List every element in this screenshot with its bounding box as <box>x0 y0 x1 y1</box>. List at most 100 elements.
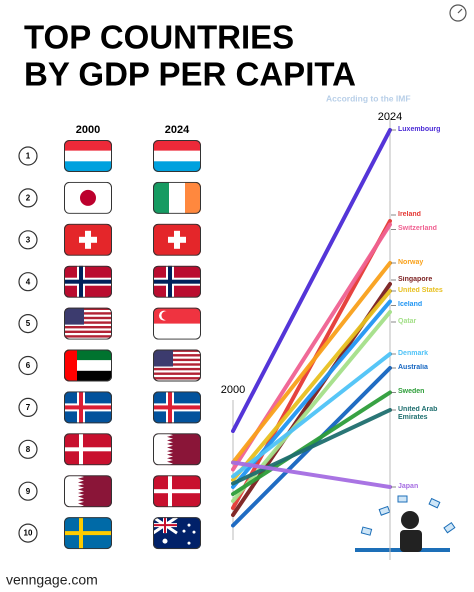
flag <box>153 475 201 508</box>
bill <box>397 495 408 503</box>
series-label-box: Sweden <box>398 388 424 395</box>
flag-part <box>80 189 96 206</box>
flag-part <box>153 150 201 162</box>
flag-part <box>192 530 196 534</box>
flag-part <box>153 181 170 214</box>
flag-part <box>64 330 112 333</box>
rank-number: 8 <box>26 445 31 454</box>
rank-number: 5 <box>26 319 31 328</box>
rank-number: 6 <box>26 361 31 370</box>
flag-part <box>64 360 112 371</box>
flag-border <box>153 391 201 424</box>
slope-line <box>231 460 392 489</box>
flag <box>64 517 112 550</box>
series-label: Ireland <box>398 210 421 218</box>
head <box>401 511 419 529</box>
flag-part <box>64 447 112 452</box>
flag-part <box>153 358 201 362</box>
flag-part <box>64 307 84 325</box>
flag-body <box>64 265 112 298</box>
flag <box>153 223 201 256</box>
bill <box>428 497 441 509</box>
flag-part <box>64 326 112 329</box>
flag <box>153 265 201 298</box>
flag-part <box>182 529 186 533</box>
clock-hand <box>457 8 463 14</box>
series-label-box: Iceland <box>398 301 423 308</box>
series-label: Switzerland <box>398 225 437 232</box>
column-header: 2024 <box>165 124 190 136</box>
bill <box>360 526 373 536</box>
flag-part <box>64 321 112 324</box>
rank-circle <box>18 314 38 334</box>
flag-part <box>153 140 201 151</box>
flag <box>64 349 112 382</box>
flag-part <box>64 335 112 338</box>
flag-border <box>153 433 201 466</box>
flag-border <box>64 307 112 340</box>
rank-circle <box>18 397 38 417</box>
flag-part <box>153 279 201 284</box>
flag-part <box>162 538 168 544</box>
flag-body <box>153 140 201 172</box>
series-label: United States <box>398 286 443 294</box>
flag-part <box>64 370 112 382</box>
flag-part <box>153 161 201 172</box>
flag-part <box>64 349 112 361</box>
flag <box>64 307 112 340</box>
flag-body <box>153 349 201 380</box>
flag-body <box>153 433 201 466</box>
flag <box>153 391 201 424</box>
flag-part <box>185 181 201 214</box>
flag-border <box>153 307 201 340</box>
title-line-1: TOP COUNTRIES <box>24 19 294 56</box>
flag <box>64 391 112 424</box>
flag <box>153 433 201 466</box>
flag-border <box>153 517 201 550</box>
flag-body <box>153 223 201 256</box>
bill <box>378 505 391 516</box>
slope-line <box>231 128 392 433</box>
flag-part <box>153 367 201 371</box>
slope-line <box>231 289 392 482</box>
rank-number: 9 <box>26 487 31 496</box>
rank-number: 3 <box>26 235 31 244</box>
flag <box>153 181 201 214</box>
flag-border <box>64 391 112 424</box>
flag-border <box>64 181 112 214</box>
flag-part <box>64 312 112 315</box>
flag-part <box>64 349 77 382</box>
flag-part <box>153 377 201 380</box>
flag-part <box>153 489 201 494</box>
series-label-box: Norway <box>398 259 423 266</box>
flag-part <box>153 372 201 375</box>
flag <box>64 140 112 172</box>
series-label-box: Singapore <box>398 275 433 283</box>
rank-circle <box>18 481 38 501</box>
flag-border <box>64 265 112 298</box>
flag-part <box>64 140 112 151</box>
series-label-box: United Arab Emirates <box>398 406 437 421</box>
flag-part <box>64 405 112 410</box>
flag-part <box>153 363 201 366</box>
series-label: Iceland <box>398 301 423 308</box>
series-label-box: Ireland <box>398 210 421 218</box>
x-label: 2024 <box>378 111 402 123</box>
flag-body <box>153 391 201 424</box>
flag <box>64 181 112 214</box>
flag-body <box>64 223 112 256</box>
x-label: 2000 <box>221 384 245 396</box>
column-header: 2000 <box>76 124 100 136</box>
rank-number: 7 <box>26 403 31 412</box>
series-label-box: Switzerland <box>398 225 437 232</box>
series-label: Singapore <box>398 275 433 283</box>
illustration <box>355 495 456 552</box>
source: According to the IMF <box>326 93 411 103</box>
footer: venngage.com <box>6 572 98 588</box>
series-label: Denmark <box>398 349 428 357</box>
flag-body <box>64 391 112 424</box>
flag-part <box>153 349 201 352</box>
slope-line <box>231 261 392 465</box>
title-line-2: BY GDP PER CAPITA <box>24 56 356 93</box>
